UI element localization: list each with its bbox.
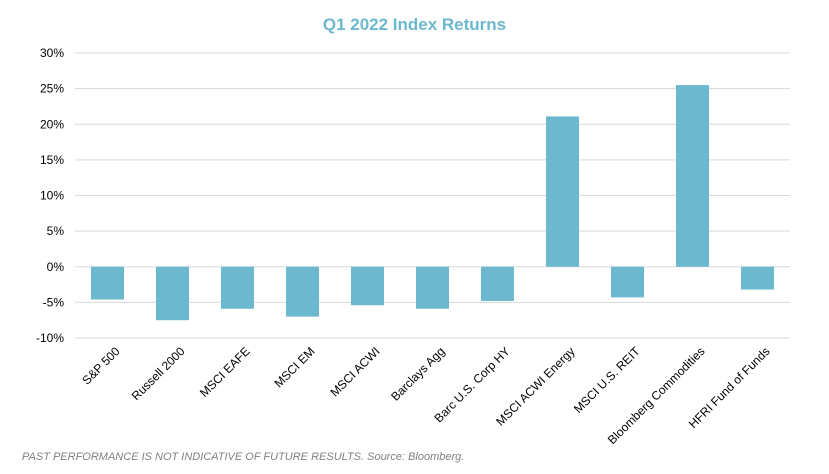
y-tick-label: 15% bbox=[40, 153, 64, 167]
y-tick-label: 30% bbox=[40, 46, 64, 60]
bar bbox=[351, 266, 384, 306]
y-tick-label: 25% bbox=[40, 82, 64, 96]
bar bbox=[741, 266, 774, 290]
bar bbox=[221, 266, 254, 309]
x-tick-label: S&P 500 bbox=[79, 344, 122, 387]
y-tick-label: -5% bbox=[43, 295, 65, 309]
gridlines bbox=[75, 52, 790, 339]
x-tick-label: MSCI U.S. REIT bbox=[571, 344, 643, 416]
y-tick-label: 10% bbox=[40, 189, 64, 203]
bar bbox=[286, 266, 319, 317]
bar bbox=[91, 266, 124, 300]
x-tick-label: Russell 2000 bbox=[129, 344, 188, 403]
bar bbox=[546, 116, 579, 267]
y-tick-label: -10% bbox=[36, 331, 64, 345]
bar bbox=[676, 85, 709, 267]
x-axis-tick-labels: S&P 500 Russell 2000 MSCI EAFE MSCI EM MSCI … bbox=[79, 344, 772, 447]
y-tick-label: 5% bbox=[47, 224, 65, 238]
footnote: PAST PERFORMANCE IS NOT INDICATIVE OF FU… bbox=[22, 451, 465, 463]
bar bbox=[416, 266, 449, 309]
bars bbox=[91, 85, 774, 321]
bar bbox=[611, 266, 644, 298]
y-tick-label: 0% bbox=[47, 260, 65, 274]
x-tick-label: MSCI EM bbox=[271, 344, 317, 390]
x-tick-label: MSCI EAFE bbox=[197, 344, 253, 400]
y-tick-label: 20% bbox=[40, 117, 64, 131]
y-axis-tick-labels: 30% 25% 20% 15% 10% 5% 0% -5% -10% bbox=[36, 46, 64, 345]
bar bbox=[481, 266, 514, 301]
chart-title: Q1 2022 Index Returns bbox=[322, 15, 507, 34]
bar bbox=[156, 266, 189, 321]
x-tick-label: Barclays Agg bbox=[388, 344, 447, 403]
x-tick-label: MSCI ACWI bbox=[327, 344, 382, 399]
